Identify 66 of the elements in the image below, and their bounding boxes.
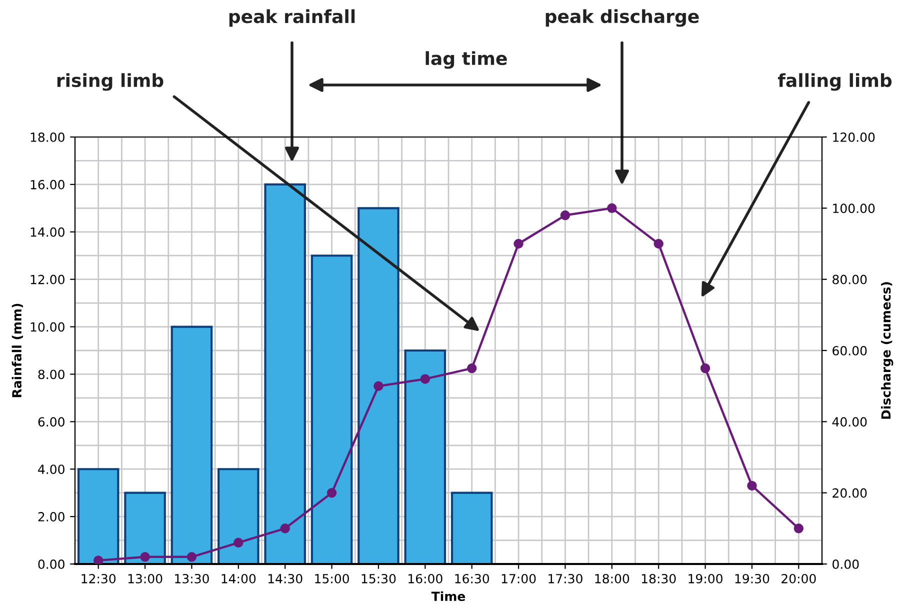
point — [560, 210, 570, 220]
bar — [358, 207, 400, 564]
text: rising limb — [57, 73, 164, 91]
x-tick-label: 16:30 — [455, 574, 490, 584]
x-tick-label: 18:30 — [642, 574, 676, 584]
x-tick-label: 14:30 — [268, 574, 302, 584]
point — [280, 524, 290, 534]
x-tick-label: 13:00 — [128, 574, 162, 584]
y2-tick-label: 60.00 — [832, 346, 867, 356]
x-tick-label: 19:30 — [735, 574, 770, 584]
point — [747, 480, 757, 491]
point — [374, 381, 384, 391]
y-tick-label: 4.00 — [38, 464, 64, 474]
bar — [310, 254, 353, 564]
y-axis-title: Rainfall (mm) — [12, 304, 23, 398]
x-tick-label: 16:00 — [408, 574, 442, 584]
y2-tick-label: 20.00 — [832, 488, 867, 498]
y-tick-label: 12.00 — [30, 274, 64, 284]
y2-tick-label: 80.00 — [832, 274, 867, 284]
y-tick-label: 0.00 — [38, 559, 64, 569]
y2-tick-label: 120.00 — [833, 132, 875, 142]
x-axis-title: Time — [431, 591, 466, 602]
y-tick-label: 14.00 — [30, 227, 64, 237]
y-tick-label: 8.00 — [38, 370, 64, 380]
point — [700, 363, 710, 374]
y-tick-label: 18.00 — [30, 132, 64, 142]
bar — [218, 468, 260, 564]
x-tick-label: 17:30 — [548, 574, 582, 584]
text: peak discharge — [546, 9, 699, 27]
point — [93, 556, 104, 564]
y2-tick-label: 40.00 — [832, 417, 867, 427]
x-tick-label: 19:00 — [688, 574, 722, 584]
y-tick-label: 16.00 — [30, 180, 64, 190]
x-tick-label: 14:00 — [222, 574, 256, 584]
bar — [404, 349, 446, 564]
point — [326, 488, 337, 498]
point — [607, 203, 617, 214]
y2-tick-label: 100.00 — [833, 204, 875, 214]
x-tick-label: 20:00 — [782, 574, 816, 584]
point — [186, 552, 197, 562]
y-tick-label: 10.00 — [30, 322, 64, 332]
point — [794, 524, 804, 534]
bar — [264, 183, 306, 564]
y-tick-label: 2.00 — [38, 512, 64, 522]
x-tick-label: 15:00 — [315, 574, 349, 584]
bar — [170, 326, 213, 564]
y2-tick-label: 0.00 — [832, 559, 859, 569]
text: peak rainfall — [229, 9, 355, 27]
bar — [124, 492, 166, 564]
point — [420, 374, 430, 384]
x-tick-label: 13:30 — [175, 574, 209, 584]
point — [234, 538, 244, 548]
text: lag time — [426, 51, 507, 69]
point — [654, 238, 664, 249]
point — [466, 363, 477, 374]
bar — [450, 492, 493, 564]
x-tick-label: 17:00 — [502, 574, 536, 584]
text: falling limb — [778, 73, 892, 91]
bar — [77, 468, 120, 564]
point — [514, 238, 524, 249]
point — [140, 552, 150, 562]
x-tick-label: 12:30 — [82, 574, 116, 584]
y2-axis-title: Discharge (cumecs) — [881, 282, 894, 419]
y-tick-label: 6.00 — [38, 417, 64, 427]
x-tick-label: 15:30 — [362, 574, 396, 584]
x-tick-label: 18:00 — [595, 574, 630, 584]
